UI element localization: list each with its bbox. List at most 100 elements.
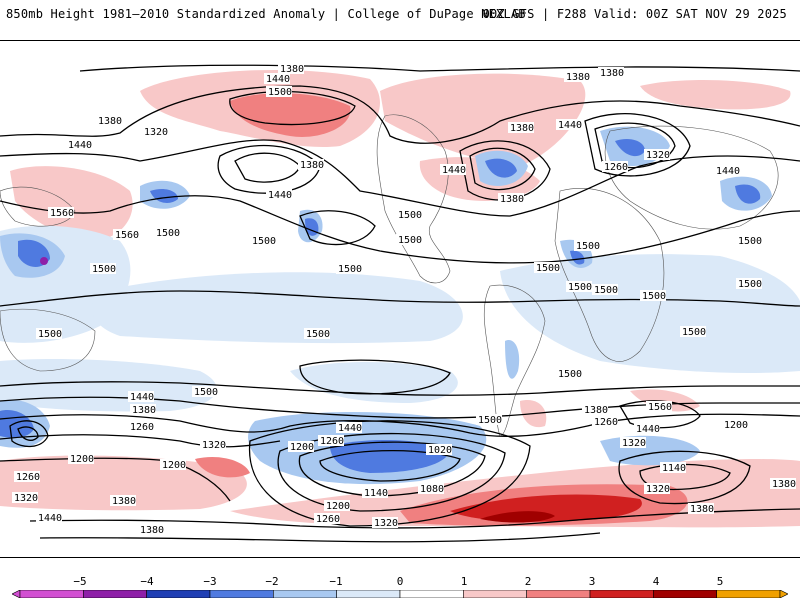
contour-label: 1500 (568, 282, 592, 293)
contour-label: 1320 (374, 518, 398, 529)
contour-label: 1500 (92, 264, 116, 275)
contour-label: 1380 (132, 405, 156, 416)
contour-label: 1560 (115, 230, 139, 241)
contour-label: 1500 (306, 329, 330, 340)
contour-label: 1440 (68, 140, 92, 151)
colorbar-segment (19, 590, 84, 598)
contour-label: 1500 (398, 210, 422, 221)
contour-label: 1260 (320, 436, 344, 447)
contour-label: 1380 (600, 68, 624, 79)
contour-label: 1200 (724, 420, 748, 431)
contour-label: 1560 (648, 402, 672, 413)
contour-label: 1440 (338, 423, 362, 434)
contour-label: 1500 (478, 415, 502, 426)
contour-label: 1260 (604, 162, 628, 173)
contour-label: 1380 (500, 194, 524, 205)
model-run-info: 00Z GFS | F288 Valid: 00Z SAT NOV 29 202… (482, 7, 787, 21)
colorbar-arrow-right (779, 590, 788, 598)
contour-label: 1380 (772, 479, 796, 490)
colorbar-tick: 3 (588, 575, 596, 588)
contour-label: 1500 (536, 263, 560, 274)
colorbar-segment (653, 590, 717, 598)
colorbar-segment (589, 590, 654, 598)
contour-label: 1500 (268, 87, 292, 98)
contour-label: 1440 (558, 120, 582, 131)
contour-label: 1320 (646, 484, 670, 495)
contour-label: 1500 (738, 236, 762, 247)
contour-label: 1320 (144, 127, 168, 138)
contour-label: 1140 (662, 463, 686, 474)
colorbar-segment (716, 590, 781, 598)
contour-label: 1260 (316, 514, 340, 525)
contour-label: 1320 (622, 438, 646, 449)
colorbar-segment (336, 590, 401, 598)
colorbar-tick: 5 (716, 575, 724, 588)
contour-label: 1500 (194, 387, 218, 398)
colorbar (12, 590, 788, 598)
contour-label: 1080 (420, 484, 444, 495)
contour-label: 1440 (442, 165, 466, 176)
contour-label: 1440 (38, 513, 62, 524)
height-contours (0, 64, 800, 543)
contour-label: 1260 (130, 422, 154, 433)
colorbar-segment (526, 590, 591, 598)
negative-anomaly-shading (0, 126, 800, 485)
map-canvas: 1380 1440 1500 1380 1380 1320 1440 1380 … (0, 63, 800, 543)
contour-label: 1260 (16, 472, 40, 483)
contour-label: 1320 (646, 150, 670, 161)
contour-label: 1020 (428, 445, 452, 456)
colorbar-tick: 4 (652, 575, 660, 588)
colorbar-arrow-left (12, 590, 21, 598)
contour-label: 1560 (50, 208, 74, 219)
contour-label: 1200 (290, 442, 314, 453)
colorbar-tick: −3 (203, 575, 217, 588)
contour-label: 1500 (38, 329, 62, 340)
colorbar-tick: 0 (396, 575, 404, 588)
colorbar-segment (209, 590, 274, 598)
contour-label: 1320 (14, 493, 38, 504)
contour-label: 1380 (584, 405, 608, 416)
contour-label: 1500 (398, 235, 422, 246)
contour-label: 1380 (112, 496, 136, 507)
anomaly-map: 1380 1440 1500 1380 1380 1320 1440 1380 … (0, 40, 800, 558)
colorbar-tick: −5 (73, 575, 87, 588)
contour-label: 1500 (338, 264, 362, 275)
contour-label: 1200 (326, 501, 350, 512)
colorbar-segment (83, 590, 147, 598)
colorbar-segment (463, 590, 527, 598)
contour-label: 1440 (266, 74, 290, 85)
colorbar-tick: 2 (524, 575, 532, 588)
contour-label: 1500 (682, 327, 706, 338)
contour-label: 1380 (510, 123, 534, 134)
contour-label: 1500 (576, 241, 600, 252)
contour-label: 1380 (98, 116, 122, 127)
contour-label: 1500 (642, 291, 666, 302)
contour-label: 1380 (140, 525, 164, 536)
contour-label: 1380 (280, 64, 304, 75)
colorbar-segment (273, 590, 337, 598)
colorbar-tick: 1 (460, 575, 468, 588)
contour-label: 1380 (690, 504, 714, 515)
contour-label: 1200 (162, 460, 186, 471)
contour-label: 1500 (252, 236, 276, 247)
contour-label: 1380 (566, 72, 590, 83)
contour-label: 1320 (202, 440, 226, 451)
contour-label: 1500 (738, 279, 762, 290)
contour-label: 1260 (594, 417, 618, 428)
contour-label: 1200 (70, 454, 94, 465)
map-title: 850mb Height 1981–2010 Standardized Anom… (6, 7, 526, 21)
colorbar-segment (146, 590, 211, 598)
colorbar-segment (399, 590, 464, 598)
contour-label: 1440 (268, 190, 292, 201)
contour-label: 1500 (594, 285, 618, 296)
contour-label: 1440 (716, 166, 740, 177)
contour-label: 1140 (364, 488, 388, 499)
colorbar-tick: −4 (140, 575, 154, 588)
contour-label: 1500 (558, 369, 582, 380)
colorbar-tick: −1 (329, 575, 343, 588)
contour-label: 1500 (156, 228, 180, 239)
contour-label: 1440 (636, 424, 660, 435)
positive-anomaly-shading (0, 69, 800, 528)
colorbar-tick: −2 (265, 575, 279, 588)
contour-label: 1380 (300, 160, 324, 171)
